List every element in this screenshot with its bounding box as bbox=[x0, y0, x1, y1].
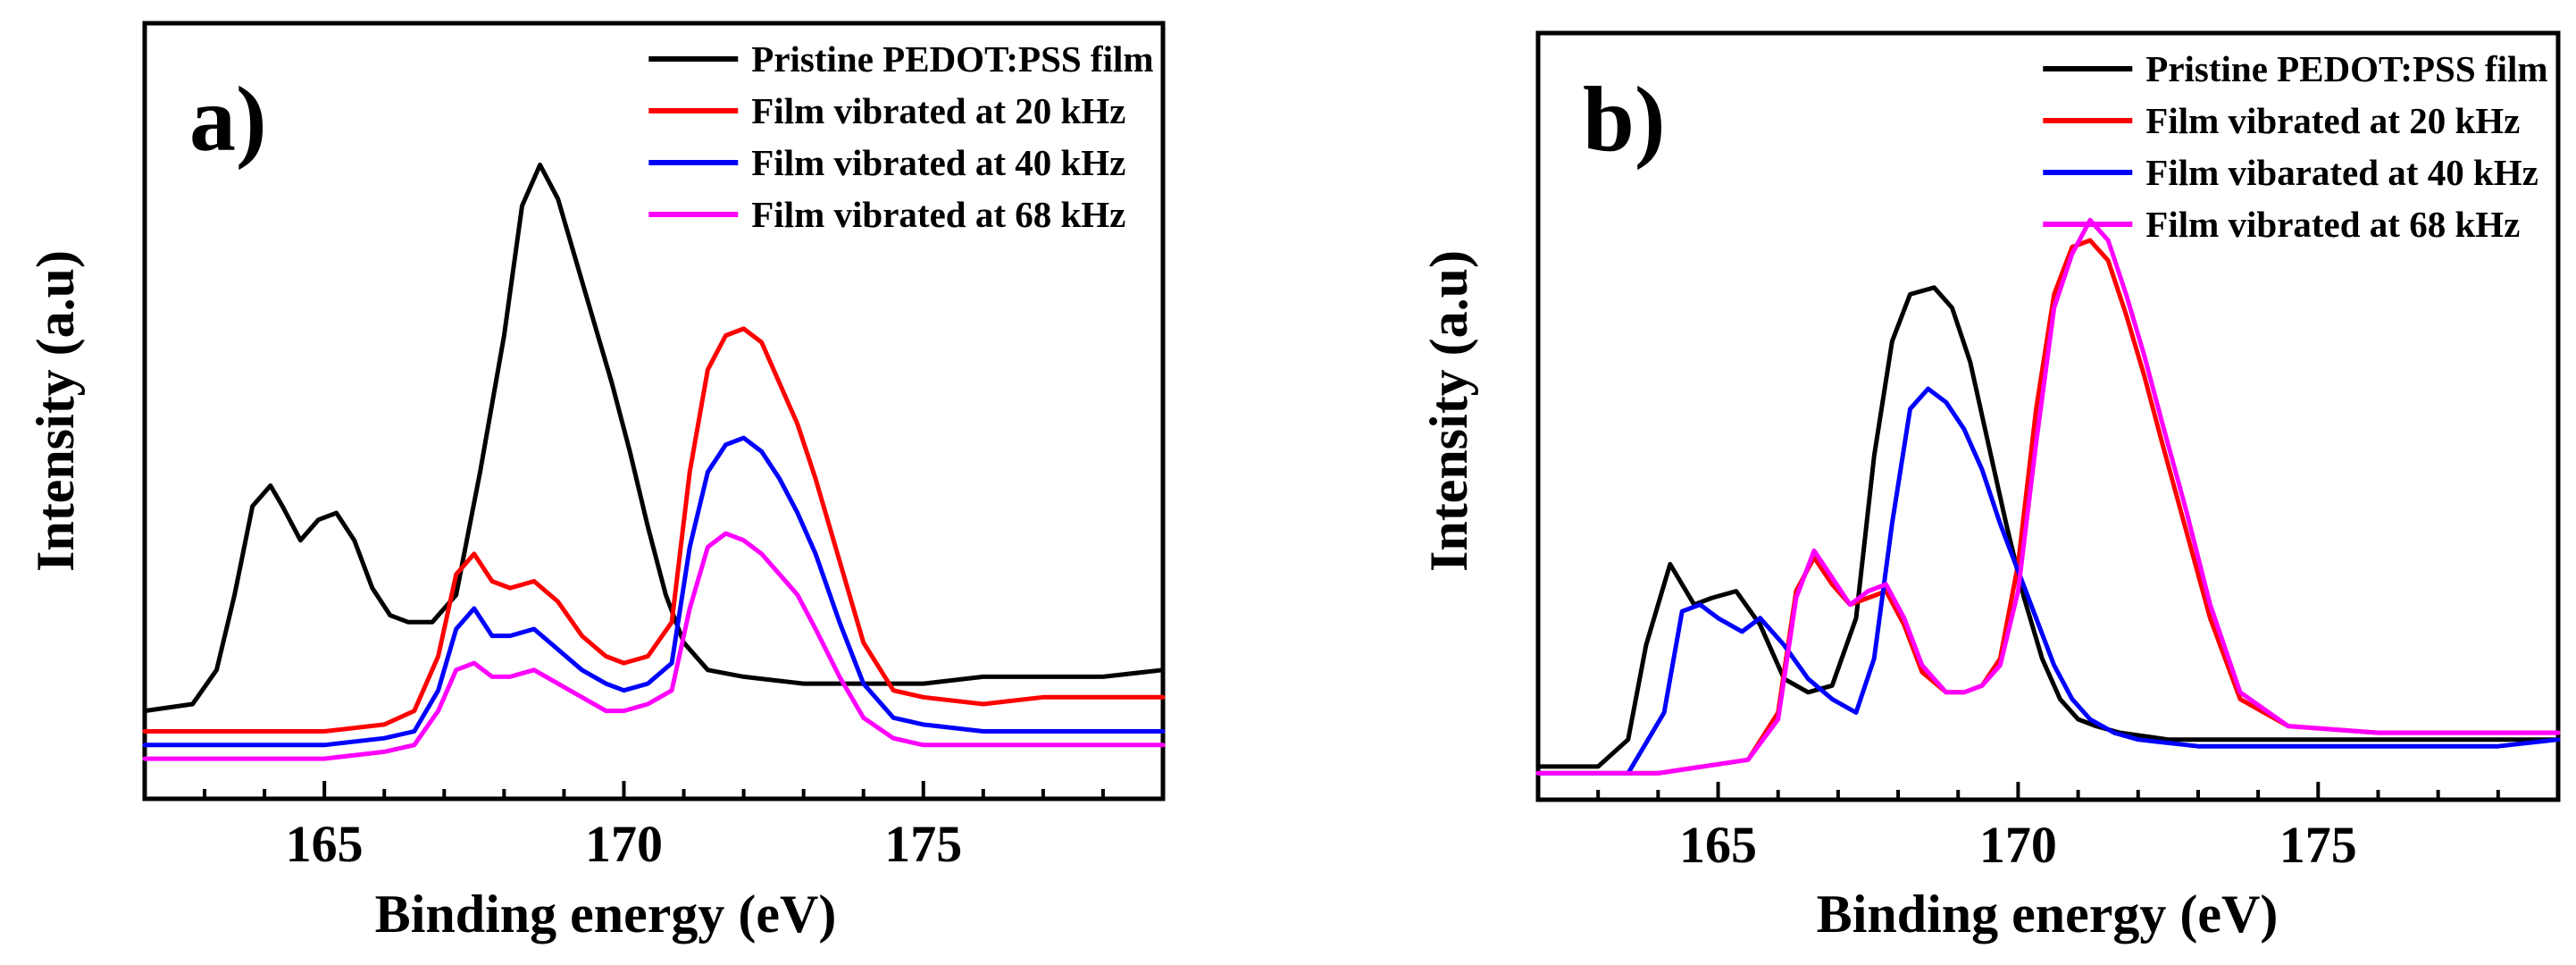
panel-b-label: b) bbox=[1583, 68, 1665, 171]
panel-a-tick-label-165: 165 bbox=[286, 815, 364, 873]
panel-a-plot-frame bbox=[142, 21, 1166, 801]
panel-a-series-line-1 bbox=[142, 163, 1166, 714]
panel-b-series-line-4 bbox=[1535, 217, 2561, 776]
panel-b-tick-label-175: 175 bbox=[2279, 816, 2357, 874]
panel-a-series-line-3 bbox=[142, 435, 1166, 748]
panel-b-ylabel: Intensity (a.u) bbox=[1419, 250, 1478, 572]
panel-b-legend-label-3: Film vibarated at 40 kHz bbox=[2145, 152, 2538, 193]
panel-b-legend-label-1: Pristine PEDOT:PSS film bbox=[2145, 48, 2547, 89]
panel-a-x-ticks: 165 170 175 bbox=[143, 781, 1165, 873]
panel-b-series-line-3 bbox=[1535, 386, 2561, 776]
panel-b: 165 170 175 b) Binding energy (eV) Intensi… bbox=[1419, 30, 2561, 944]
panel-a-series-line-4 bbox=[142, 531, 1166, 761]
panel-a-xlabel: Binding energy (eV) bbox=[375, 885, 837, 944]
panel-a-legend-label-2: Film vibrated at 20 kHz bbox=[751, 90, 1125, 131]
panel-b-tick-label-170: 170 bbox=[1979, 816, 2057, 874]
panel-a: 165 170 175 a) Binding energy (eV) Intensi… bbox=[26, 21, 1166, 944]
panel-a-ylabel: Intensity (a.u) bbox=[26, 250, 85, 572]
panel-b-series-lines bbox=[1535, 217, 2561, 776]
panel-b-xlabel: Binding energy (eV) bbox=[1817, 885, 2279, 944]
panel-b-plot-frame bbox=[1535, 30, 2561, 802]
panel-a-tick-label-170: 170 bbox=[585, 815, 663, 873]
panel-b-legend: Pristine PEDOT:PSS film Film vibrated at … bbox=[2043, 48, 2548, 245]
panel-a-label: a) bbox=[189, 68, 267, 171]
panel-b-legend-label-2: Film vibrated at 20 kHz bbox=[2145, 100, 2520, 141]
panel-b-legend-label-4: Film vibrated at 68 kHz bbox=[2145, 204, 2520, 245]
panel-a-legend: Pristine PEDOT:PSS film Film vibrated at … bbox=[648, 38, 1154, 235]
panel-a-legend-label-1: Pristine PEDOT:PSS film bbox=[751, 38, 1153, 80]
panel-a-series-lines bbox=[142, 163, 1166, 761]
panel-b-tick-label-165: 165 bbox=[1679, 816, 1757, 874]
panel-b-x-ticks: 165 170 175 bbox=[1536, 782, 2560, 874]
panel-a-tick-label-175: 175 bbox=[884, 815, 962, 873]
panel-a-legend-label-3: Film vibrated at 40 kHz bbox=[751, 142, 1125, 183]
panel-a-series-line-2 bbox=[142, 326, 1166, 734]
panel-a-legend-label-4: Film vibrated at 68 kHz bbox=[751, 194, 1125, 235]
panel-b-series-line-2 bbox=[1535, 238, 2561, 776]
